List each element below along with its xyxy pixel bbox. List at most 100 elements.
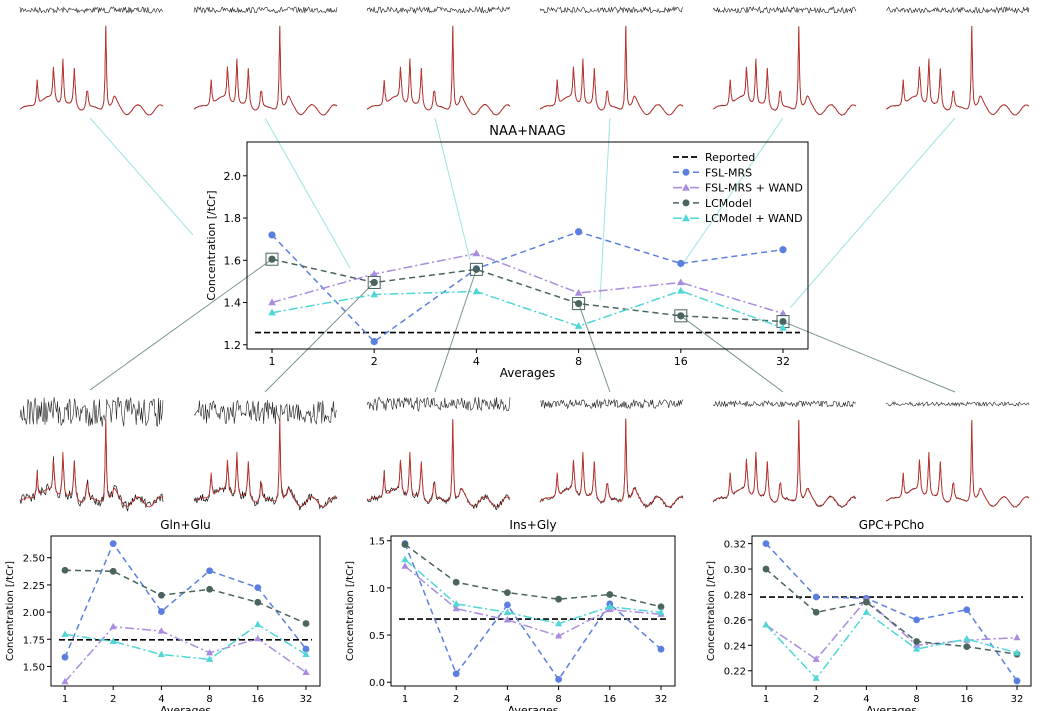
spectrum-fit bbox=[712, 419, 857, 508]
series-line-lcmodel_wand bbox=[765, 611, 1018, 680]
y-tick-label: 0.24 bbox=[724, 641, 746, 652]
y-tick-label: 0.26 bbox=[724, 616, 746, 627]
connector-bottom-1 bbox=[264, 282, 375, 393]
x-tick-label: 8 bbox=[913, 694, 919, 705]
point-lcmodel bbox=[504, 589, 511, 597]
series-line-fsl_wand bbox=[271, 252, 784, 315]
highlight-box bbox=[674, 309, 688, 323]
spectrum-fit bbox=[885, 419, 1030, 508]
series-line-lcmodel_wand bbox=[64, 623, 307, 661]
point-fsl_wand bbox=[1013, 633, 1021, 641]
point-fsl_wand bbox=[555, 632, 563, 639]
y-tick-label: 1.8 bbox=[224, 212, 242, 225]
point-lcmodel bbox=[677, 312, 685, 320]
point-lcmodel_wand bbox=[913, 645, 921, 652]
chart-title: Gln+Glu bbox=[160, 518, 211, 532]
spectrum-data bbox=[885, 420, 1030, 508]
spectrum-fit bbox=[366, 26, 511, 116]
point-lcmodel bbox=[575, 299, 583, 308]
point-fsl bbox=[913, 616, 920, 624]
point-lcmodel_wand bbox=[61, 630, 69, 637]
chart-title: GPC+PCho bbox=[859, 518, 925, 532]
series-line-lcmodel bbox=[271, 258, 784, 323]
legend-entry-lcmodel: LCModel bbox=[673, 197, 752, 210]
legend-label: FSL-MRS bbox=[705, 166, 752, 179]
point-fsl_wand bbox=[452, 604, 460, 612]
series-line-fsl_wand bbox=[404, 565, 662, 637]
point-lcmodel bbox=[762, 565, 770, 573]
point-lcmodel bbox=[452, 578, 460, 586]
point-lcmodel bbox=[109, 567, 117, 575]
x-tick-label: 2 bbox=[110, 694, 116, 705]
legend-label: LCModel + WAND bbox=[705, 212, 803, 225]
x-tick-label: 32 bbox=[300, 694, 313, 705]
y-tick-label: 1.2 bbox=[224, 339, 242, 352]
x-tick-label: 32 bbox=[1011, 694, 1024, 705]
connector-top-3 bbox=[599, 117, 611, 301]
residual-top-2 bbox=[366, 6, 511, 15]
axes-frame bbox=[50, 535, 321, 687]
highlight-box bbox=[572, 297, 586, 311]
x-tick-label: 1 bbox=[62, 694, 68, 705]
residual-bottom-4 bbox=[712, 400, 857, 408]
spectrum-fit bbox=[193, 26, 338, 116]
residual-top-3 bbox=[539, 6, 684, 14]
x-tick-label: 4 bbox=[863, 694, 869, 705]
residual-bottom-5 bbox=[885, 401, 1030, 407]
spectrum-data bbox=[539, 418, 684, 509]
point-fsl_wand bbox=[677, 278, 685, 286]
x-tick-label: 4 bbox=[158, 694, 164, 705]
residual-bottom-0 bbox=[19, 396, 164, 427]
point-lcmodel bbox=[606, 591, 614, 598]
point-lcmodel_wand bbox=[254, 620, 262, 628]
x-axis-label: Averages bbox=[866, 704, 917, 711]
legend-entry-reported: Reported bbox=[673, 151, 755, 164]
spectrum-data bbox=[19, 25, 164, 116]
point-lcmodel bbox=[555, 595, 562, 603]
point-lcmodel bbox=[268, 255, 276, 263]
legend-entry-fsl_wand: FSL-MRS + WAND bbox=[673, 182, 803, 195]
series-line-fsl_wand bbox=[64, 626, 307, 683]
legend-label: FSL-MRS + WAND bbox=[705, 182, 803, 195]
connector-lines bbox=[89, 117, 956, 393]
point-lcmodel_wand bbox=[268, 308, 276, 316]
point-fsl bbox=[370, 338, 378, 346]
highlight-box bbox=[367, 275, 381, 289]
connector-top-4 bbox=[679, 117, 784, 269]
connector-top-0 bbox=[89, 117, 194, 236]
point-fsl_wand bbox=[206, 648, 214, 656]
spectrum-fit bbox=[539, 419, 684, 508]
connector-bottom-5 bbox=[782, 321, 956, 393]
spectrum-data bbox=[193, 25, 338, 116]
point-lcmodel bbox=[206, 585, 214, 593]
y-tick-label: 1.6 bbox=[224, 254, 242, 267]
series-line-lcmodel bbox=[64, 569, 307, 625]
y-axis-label: Concentration [/tCr] bbox=[5, 561, 16, 661]
point-fsl bbox=[61, 653, 69, 661]
highlight-box bbox=[265, 252, 279, 266]
residual-top-1 bbox=[193, 6, 338, 14]
point-lcmodel bbox=[370, 278, 378, 287]
point-lcmodel_wand bbox=[812, 674, 820, 681]
spectrum-top-2 bbox=[366, 25, 511, 116]
connector-top-5 bbox=[789, 117, 956, 309]
x-axis-label: Averages bbox=[500, 366, 556, 380]
point-lcmodel_wand bbox=[401, 555, 409, 563]
point-fsl bbox=[302, 645, 310, 653]
point-lcmodel_wand bbox=[370, 290, 378, 298]
x-tick-label: 2 bbox=[371, 355, 378, 368]
point-fsl_wand bbox=[812, 655, 820, 662]
residual-bottom-2 bbox=[366, 396, 511, 412]
point-lcmodel bbox=[779, 317, 787, 326]
y-tick-label: 0.32 bbox=[724, 540, 746, 551]
series-line-lcmodel_wand bbox=[404, 559, 662, 625]
point-fsl_wand bbox=[61, 677, 69, 685]
x-tick-label: 1 bbox=[763, 694, 769, 705]
point-lcmodel bbox=[61, 566, 69, 574]
point-lcmodel_wand bbox=[472, 287, 481, 295]
point-lcmodel_wand bbox=[1013, 649, 1021, 656]
legend-label: LCModel bbox=[705, 197, 752, 210]
point-fsl bbox=[657, 645, 665, 653]
point-fsl_wand bbox=[370, 269, 378, 277]
